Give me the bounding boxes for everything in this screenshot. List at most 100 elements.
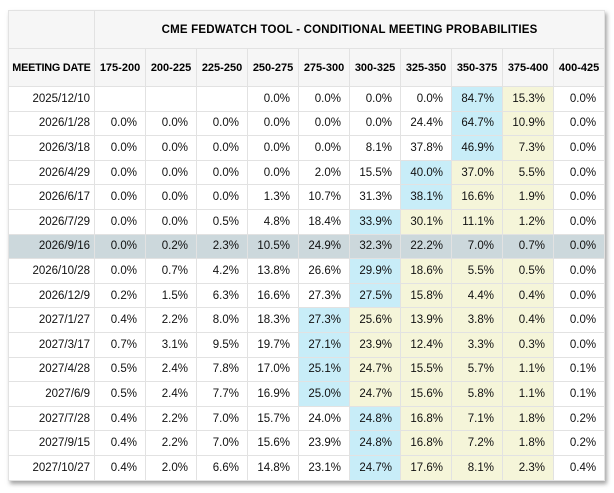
probability-cell: 0.0% [349,110,401,137]
meeting-row[interactable]: 2027/9/15 0.4% 2.2% 7.0% 15.6% 23.9% 24.8% 16.8… [8,430,606,456]
meeting-row[interactable]: 2027/6/9 0.5% 2.4% 7.7% 16.9% 25.0% 24.7% 15.6%… [8,381,606,407]
probability-cell: 0.0% [94,135,146,161]
meeting-row[interactable]: 2026/3/18 0.0% 0.0% 0.0% 0.0% 0.0% 8.1% 37.8% 46… [8,135,606,161]
probability-cell: 9.5% [196,331,248,358]
probability-cell: 1.8% [502,405,554,432]
probability-cell: 7.8% [196,356,248,383]
probability-cell: 40.0% [400,159,452,186]
probability-cell: 7.0% [196,430,248,456]
probability-cell: 24.7% [349,381,401,407]
probability-cell: 4.8% [247,208,299,235]
probability-cell: 0.0% [94,233,146,260]
probability-cell: 14.8% [247,454,299,481]
probability-cell: 24.0% [298,405,350,432]
probability-cell: 23.1% [298,454,350,481]
probability-cell: 7.0% [196,405,248,432]
probability-cell: 18.6% [400,258,452,284]
probability-cell: 0.0% [196,184,248,210]
probability-cell: 32.3% [349,233,401,260]
probability-cell: 2.2% [145,430,197,456]
probability-cell: 24.4% [400,110,452,137]
corner-cell [8,10,95,49]
probability-cell: 0.2% [552,405,606,432]
meeting-date-cell: 2026/10/28 [8,258,95,284]
probability-cell: 8.1% [451,454,503,481]
table-header: CME FEDWATCH TOOL - CONDITIONAL MEETING … [8,10,606,87]
probability-cell: 27.1% [298,331,350,358]
fedwatch-page: CME FEDWATCH TOOL - CONDITIONAL MEETING … [8,10,606,481]
meeting-row[interactable]: 2027/7/28 0.4% 2.2% 7.0% 15.7% 24.0% 24.8% 16.8… [8,405,606,432]
meeting-row[interactable]: 2025/12/10 0.0% 0.0% 0.0% 0.0% 84.7% 15.3% 0.0% [8,86,606,112]
probability-cell: 24.8% [349,430,401,456]
probability-cell: 24.9% [298,233,350,260]
probability-cell: 27.5% [349,282,401,309]
probability-cell: 7.0% [451,233,503,260]
probability-cell: 16.9% [247,381,299,407]
probability-cell: 17.0% [247,356,299,383]
probability-cell: 0.4% [94,454,146,481]
probability-cell: 0.0% [552,307,606,333]
meeting-row[interactable]: 2026/1/28 0.0% 0.0% 0.0% 0.0% 0.0% 0.0% 24.4% 64… [8,110,606,137]
probability-cell: 0.0% [552,135,606,161]
title-row: CME FEDWATCH TOOL - CONDITIONAL MEETING … [8,10,606,49]
probability-cell: 24.8% [349,405,401,432]
rate-range-header: 175-200 [94,48,146,87]
probability-cell: 30.1% [400,208,452,235]
meeting-row[interactable]: 2026/7/29 0.0% 0.0% 0.5% 4.8% 18.4% 33.9% 30.1%… [8,208,606,235]
meeting-row[interactable]: 2026/9/16 0.0% 0.2% 2.3% 10.5% 24.9% 32.3% 22.2… [8,233,606,260]
probability-cell: 0.0% [94,110,146,137]
probability-cell: 1.3% [247,184,299,210]
probability-cell: 0.0% [94,208,146,235]
probability-cell: 3.3% [451,331,503,358]
probability-rows: 2025/12/10 0.0% 0.0% 0.0% 0.0% 84.7% 15.3% 0.0%… [8,86,606,481]
probability-cell: 0.5% [502,258,554,284]
meeting-row[interactable]: 2027/10/27 0.4% 2.0% 6.6% 14.8% 23.1% 24.7% 17.… [8,454,606,481]
probability-cell: 0.4% [502,307,554,333]
probability-cell: 37.0% [451,159,503,186]
meeting-date-cell: 2027/4/28 [8,356,95,383]
rate-range-header: 300-325 [349,48,401,87]
probability-cell: 7.3% [502,135,554,161]
probability-cell: 0.0% [552,282,606,309]
probability-cell: 27.3% [298,307,350,333]
meeting-date-cell: 2027/3/17 [8,331,95,358]
probability-cell: 0.0% [298,86,350,112]
probability-cell: 6.3% [196,282,248,309]
meeting-row[interactable]: 2026/12/9 0.2% 1.5% 6.3% 16.6% 27.3% 27.5% 15.8… [8,282,606,309]
probability-cell: 0.2% [552,430,606,456]
probability-cell: 15.6% [400,381,452,407]
probability-cell: 15.3% [502,86,554,112]
probability-cell: 7.2% [451,430,503,456]
probability-cell: 2.0% [298,159,350,186]
column-header-row: MEETING DATE 175-200 200-225 225-250 250-27… [8,48,606,87]
probability-cell: 29.9% [349,258,401,284]
probability-cell: 5.7% [451,356,503,383]
meeting-row[interactable]: 2027/1/27 0.4% 2.2% 8.0% 18.3% 27.3% 25.6% 13.9… [8,307,606,333]
probability-cell: 3.8% [451,307,503,333]
probability-cell: 0.0% [400,86,452,112]
probability-cell: 5.8% [451,381,503,407]
probability-cell: 0.0% [552,110,606,137]
probability-cell: 0.4% [94,307,146,333]
probability-cell: 0.0% [552,258,606,284]
probability-cell: 0.0% [145,110,197,137]
probability-cell: 24.7% [349,356,401,383]
meeting-row[interactable]: 2027/3/17 0.7% 3.1% 9.5% 19.7% 27.1% 23.9% 12.4… [8,331,606,358]
rate-range-header: 275-300 [298,48,350,87]
probability-cell: 2.0% [145,454,197,481]
probability-cell: 0.4% [94,430,146,456]
probability-cell: 13.9% [400,307,452,333]
meeting-row[interactable]: 2026/6/17 0.0% 0.0% 0.0% 1.3% 10.7% 31.3% 38.1%… [8,184,606,210]
probability-cell: 8.0% [196,307,248,333]
meeting-row[interactable]: 2026/10/28 0.0% 0.7% 4.2% 13.8% 26.6% 29.9% 18.… [8,258,606,284]
meeting-row[interactable]: 2027/4/28 0.5% 2.4% 7.8% 17.0% 25.1% 24.7% 15.5… [8,356,606,383]
probability-cell: 1.8% [502,430,554,456]
probability-cell: 0.7% [94,331,146,358]
meeting-row[interactable]: 2026/4/29 0.0% 0.0% 0.0% 0.0% 2.0% 15.5% 40.0% 3… [8,159,606,186]
probability-cell: 16.6% [451,184,503,210]
probability-cell: 0.0% [552,233,606,260]
probability-cell: 33.9% [349,208,401,235]
probability-cell: 18.3% [247,307,299,333]
rate-range-header: 200-225 [145,48,197,87]
probability-cell: 7.7% [196,381,248,407]
